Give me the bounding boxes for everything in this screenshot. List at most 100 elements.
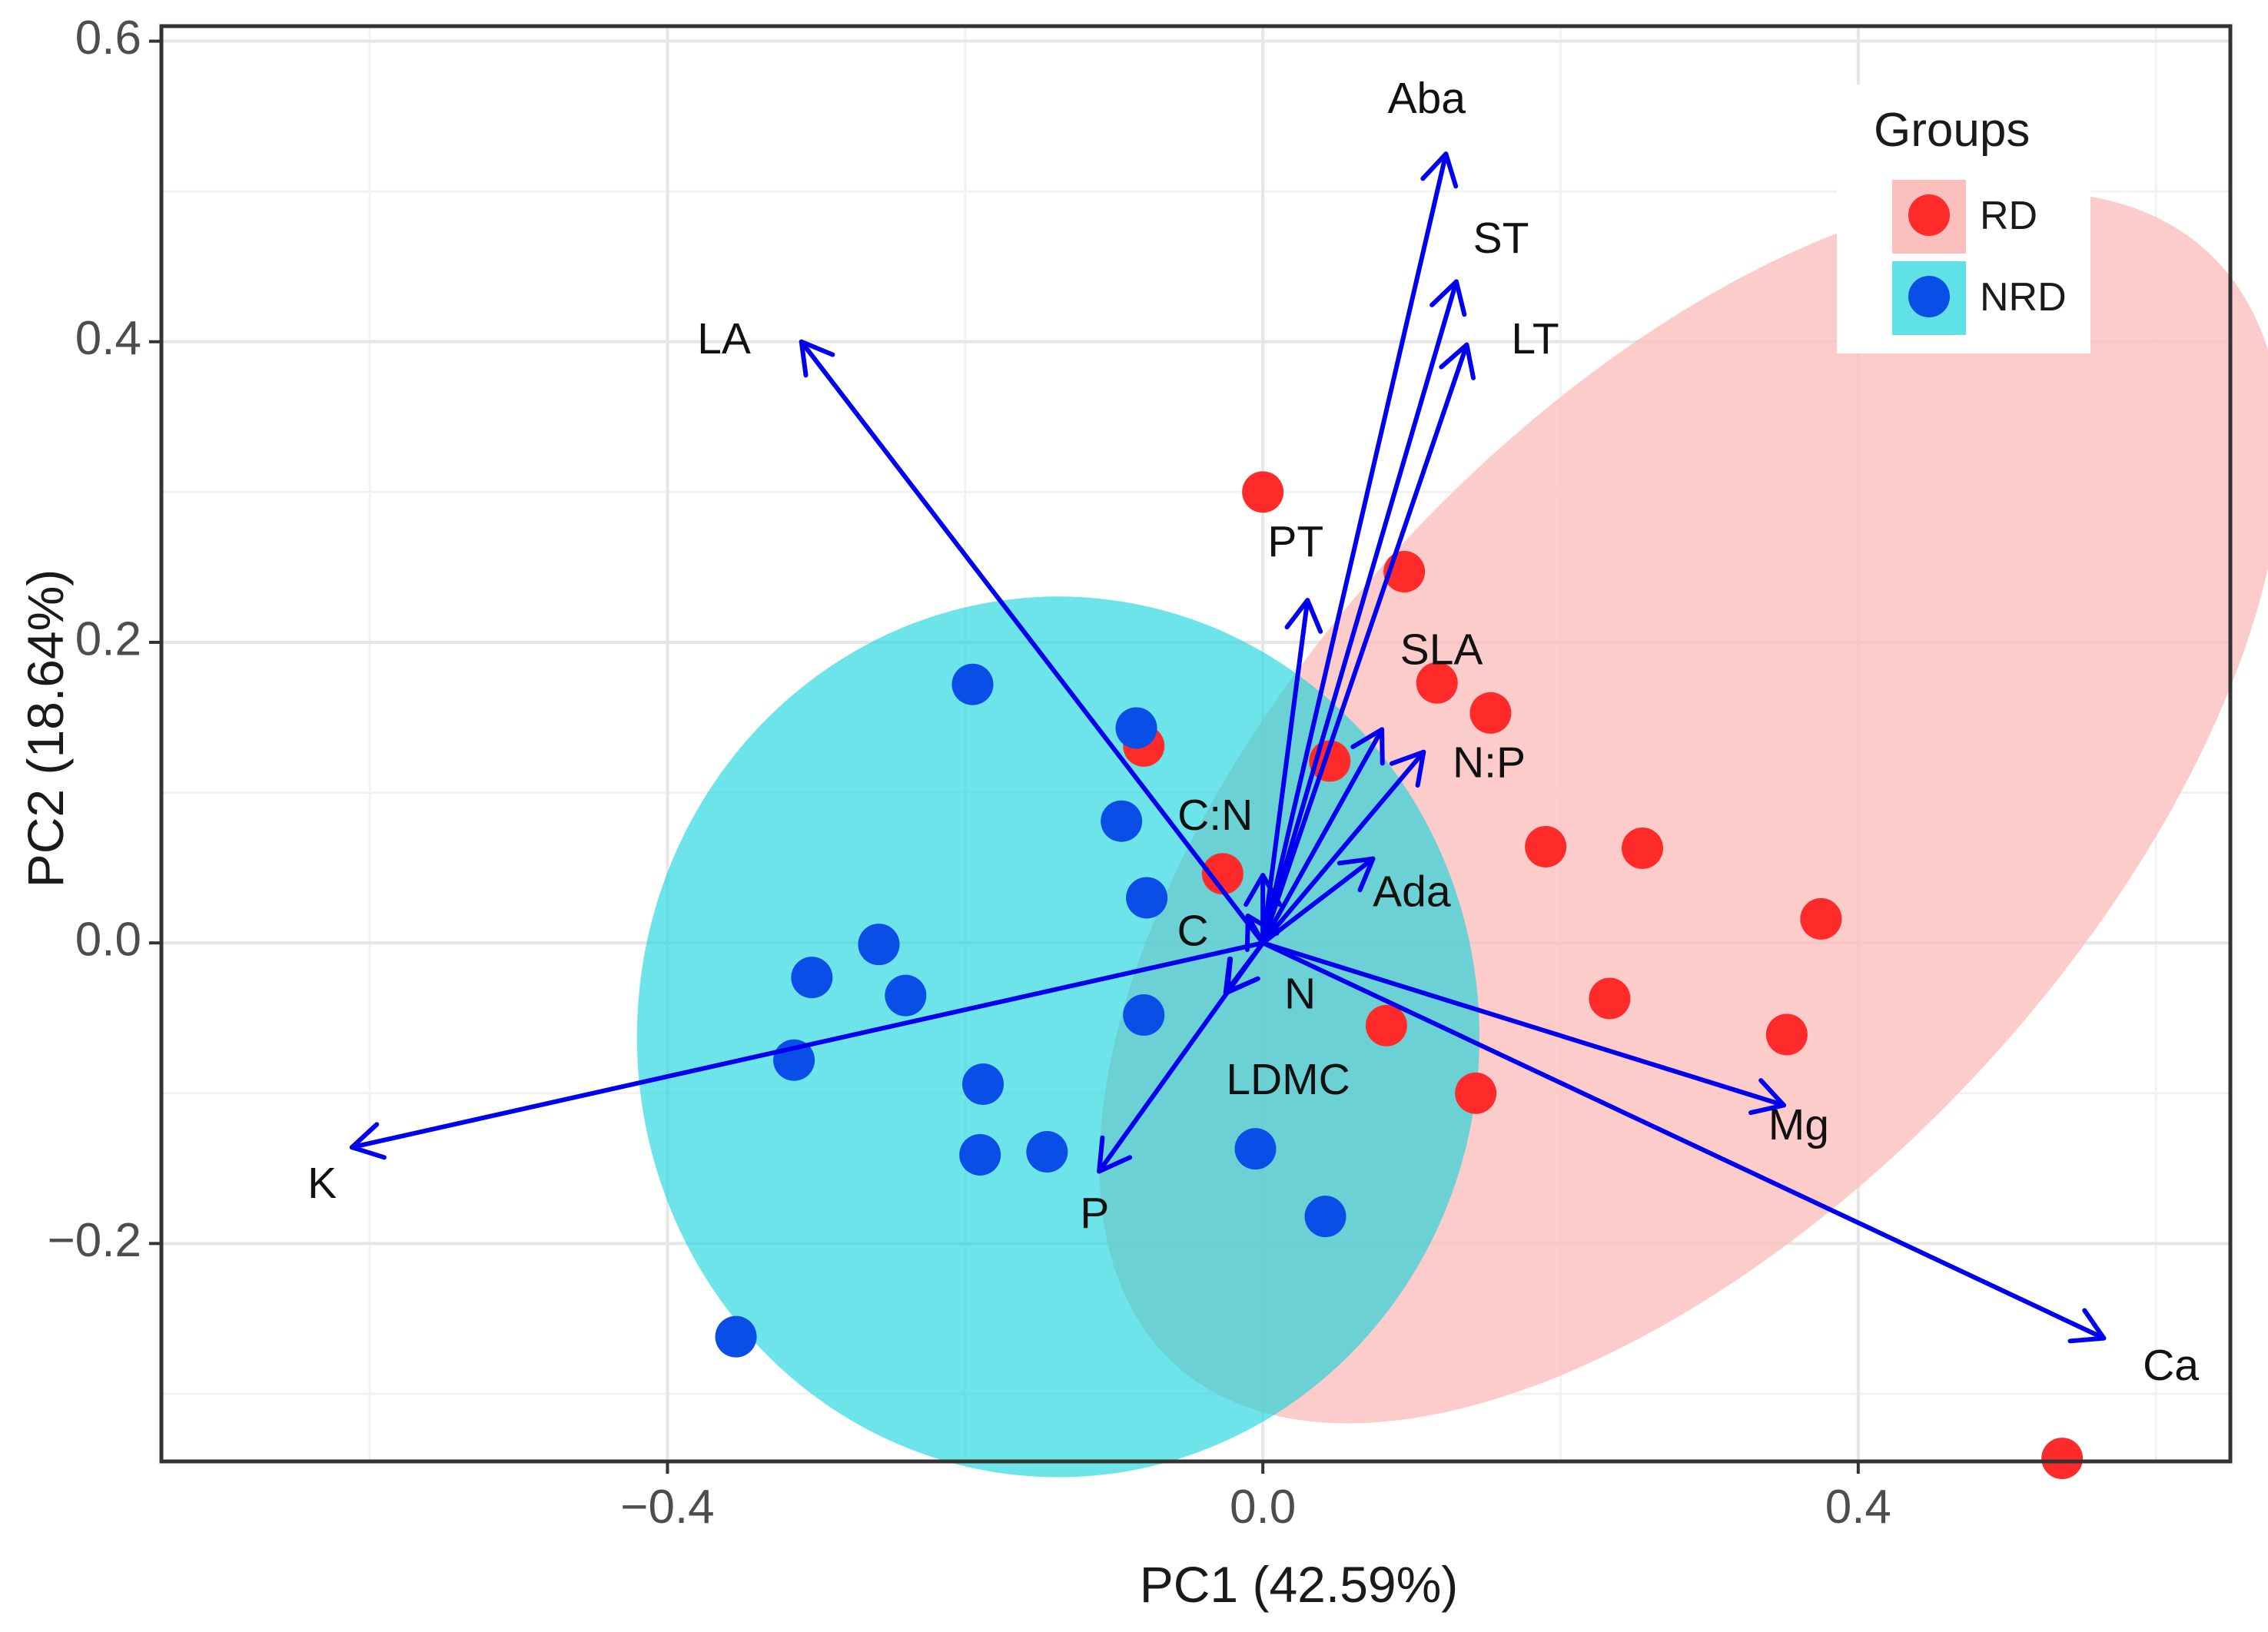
point-rd: [1800, 897, 1842, 940]
point-rd: [1455, 1072, 1497, 1114]
legend-entries: RD NRD: [1892, 180, 2067, 335]
y-tick-label: 0.2: [75, 612, 141, 665]
arrow-head: [1439, 342, 1476, 380]
loading-arrow-ada: [1260, 856, 1376, 946]
legend-label-nrd: NRD: [1980, 275, 2067, 320]
point-nrd: [885, 974, 927, 1017]
arrow-shaft: [1260, 940, 1786, 1108]
arrow-shaft: [1245, 913, 1266, 946]
point-nrd: [962, 1063, 1004, 1106]
arrow-head: [1430, 279, 1467, 317]
point-rd: [1416, 662, 1458, 704]
loading-label: LA: [697, 314, 751, 363]
arrow-head: [799, 339, 835, 378]
x-axis-title: PC1 (42.59%): [1140, 1556, 1459, 1613]
legend-key-point: [1908, 276, 1950, 317]
point-nrd: [1126, 877, 1168, 919]
arrow-head: [1748, 1078, 1786, 1116]
arrow-shaft: [1260, 151, 1449, 946]
point-rd: [1242, 471, 1284, 513]
loading-label: P: [1080, 1189, 1109, 1238]
loading-label: Ada: [1373, 867, 1451, 917]
group-ellipses: [636, 191, 2268, 1478]
point-rd: [2041, 1438, 2084, 1480]
point-nrd: [858, 924, 900, 966]
loading-labels: Aba ST LT LA PT SLA N:P Ada C:N C N LDMC P K Mg Ca: [307, 74, 2199, 1390]
arrow-shaft: [349, 940, 1266, 1150]
loading-arrow-sla: [1260, 727, 1385, 946]
point-nrd: [1101, 800, 1143, 842]
point-rd: [1201, 853, 1244, 895]
point-nrd: [1115, 707, 1157, 749]
x-tick-label: 0.0: [1230, 1481, 1296, 1534]
loading-arrow-cn: [1244, 873, 1283, 946]
loading-label: PT: [1267, 517, 1323, 566]
y-tick-label: 0.0: [75, 914, 141, 967]
point-nrd: [1123, 994, 1165, 1037]
loading-label: C: [1177, 906, 1209, 955]
point-nrd: [951, 663, 994, 705]
arrow-shaft: [1097, 940, 1266, 1174]
loading-label: Mg: [1768, 1100, 1829, 1149]
point-rd: [1365, 1004, 1407, 1047]
arrow-head: [1337, 856, 1376, 893]
point-nrd: [791, 957, 833, 999]
legend: Groups RD NRD: [1837, 85, 2090, 353]
loading-arrow-st: [1260, 279, 1467, 946]
loading-arrow-p: [1097, 940, 1266, 1174]
point-rd: [1589, 977, 1631, 1020]
arrow-head: [1350, 727, 1385, 766]
loading-arrow-la: [799, 339, 1266, 946]
arrow-shaft: [1260, 342, 1469, 946]
loading-label: LDMC: [1226, 1055, 1350, 1104]
loading-arrow-c: [1244, 913, 1280, 952]
loading-label: SLA: [1400, 625, 1483, 675]
loading-arrow-mg: [1260, 940, 1786, 1116]
legend-key-point: [1908, 194, 1950, 236]
y-axis-title: PC2 (18.64%): [17, 569, 74, 888]
y-tick-label: 0.4: [75, 312, 141, 365]
point-rd: [1469, 692, 1512, 734]
panel-border: [159, 24, 2233, 1464]
arrow-shaft: [1260, 279, 1459, 946]
point-nrd: [959, 1133, 1001, 1176]
loading-label: K: [307, 1159, 337, 1208]
arrow-head: [1097, 1135, 1133, 1174]
loading-label: C:N: [1177, 791, 1253, 840]
arrow-shaft: [1260, 940, 2107, 1341]
loading-arrow-ca: [1260, 940, 2107, 1344]
legend-key-nrd: [1892, 261, 1966, 335]
arrow-head: [1389, 749, 1426, 788]
loading-arrow-aba: [1260, 151, 1459, 946]
point-rd: [1765, 1013, 1808, 1056]
x-tick-label: −0.4: [620, 1481, 714, 1534]
legend-label-rd: RD: [1980, 194, 2037, 238]
y-tick-label: −0.2: [48, 1214, 141, 1267]
loading-label: N:P: [1453, 738, 1526, 787]
legend-key-rd: [1892, 180, 1966, 254]
arrow-head: [1420, 151, 1459, 189]
arrow-shaft: [1260, 749, 1426, 946]
y-tick-label: 0.6: [75, 12, 141, 65]
arrow-head: [349, 1122, 387, 1160]
x-axis: −0.4 0.0 0.4: [620, 1461, 1891, 1534]
loading-arrow-np: [1260, 749, 1426, 946]
point-nrd: [1234, 1128, 1277, 1170]
point-rd: [1622, 827, 1664, 869]
loading-label: Aba: [1387, 74, 1466, 123]
ellipse-nrd: [636, 596, 1479, 1478]
arrow-head: [1284, 598, 1323, 634]
legend-title: Groups: [1874, 104, 2030, 157]
point-nrd: [1304, 1196, 1347, 1238]
loading-label: N: [1284, 970, 1316, 1019]
loading-arrow-lt: [1260, 342, 1476, 946]
arrow-shaft: [1260, 856, 1376, 946]
loading-arrow-k: [349, 940, 1266, 1160]
arrow-head: [1244, 873, 1283, 907]
loading-label: LT: [1511, 314, 1559, 363]
arrow-head: [1244, 913, 1280, 952]
loading-label: Ca: [2143, 1341, 2199, 1390]
loading-arrows: [349, 151, 2107, 1344]
arrow-shaft: [1260, 727, 1385, 946]
